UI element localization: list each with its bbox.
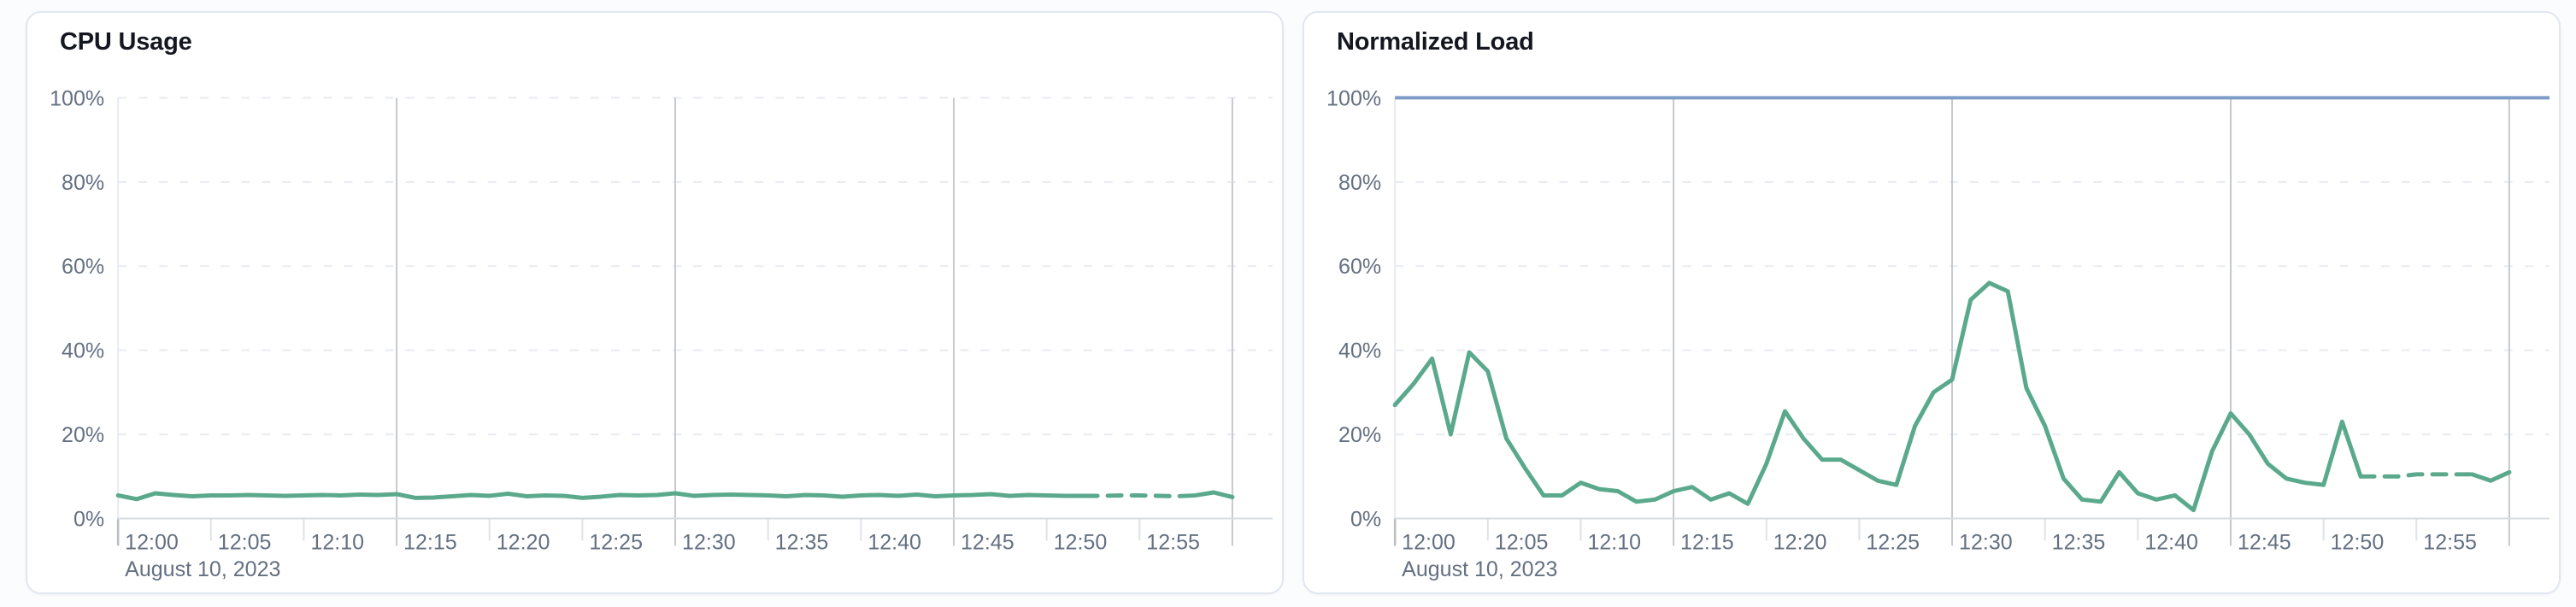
svg-text:12:10: 12:10 <box>310 530 364 554</box>
svg-text:12:55: 12:55 <box>2423 530 2477 554</box>
svg-text:12:00: 12:00 <box>1402 530 1456 554</box>
svg-text:40%: 40% <box>62 339 104 363</box>
x-axis-labels: 12:00 12:05 12:10 12:15 12:20 12:25 12:30 12:35… <box>1402 530 2477 581</box>
normalized-load-title: Normalized Load <box>1337 28 1534 56</box>
normalized-load-panel: Normalized Load 0% 20% 40% 60% 80% 100% 12:00 1… <box>1303 11 2561 594</box>
svg-text:12:25: 12:25 <box>589 530 643 554</box>
cpu-usage-title: CPU Usage <box>60 28 192 56</box>
svg-text:80%: 80% <box>62 171 104 195</box>
svg-text:12:40: 12:40 <box>867 530 921 554</box>
svg-text:12:40: 12:40 <box>2144 530 2198 554</box>
svg-text:12:05: 12:05 <box>1495 530 1549 554</box>
svg-text:12:50: 12:50 <box>1054 530 1108 554</box>
svg-text:80%: 80% <box>1338 171 1381 195</box>
cpu-usage-panel: CPU Usage 0% 20% 40% 60% 80% 100% 12:00 12:05 12… <box>26 11 1284 594</box>
cpu-usage-series-line <box>115 490 1235 502</box>
y-axis-labels: 0% 20% 40% 60% 80% 100% <box>50 86 104 531</box>
svg-text:12:35: 12:35 <box>775 530 829 554</box>
svg-text:12:45: 12:45 <box>961 530 1015 554</box>
svg-text:0%: 0% <box>1350 508 1381 532</box>
svg-text:20%: 20% <box>62 423 104 447</box>
svg-text:12:50: 12:50 <box>2331 530 2385 554</box>
svg-text:12:10: 12:10 <box>1587 530 1641 554</box>
svg-text:12:35: 12:35 <box>2052 530 2106 554</box>
svg-text:12:55: 12:55 <box>1146 530 1200 554</box>
x-axis-labels: 12:00 12:05 12:10 12:15 12:20 12:25 12:30 12:35… <box>125 530 1200 581</box>
normalized-load-series-line <box>1392 280 2512 513</box>
cpu-usage-chart[interactable]: 0%20%40%60%80%100%12:00 12:05 12:10 12:15 12… <box>27 13 1282 592</box>
svg-text:0%: 0% <box>74 508 104 532</box>
svg-text:12:05: 12:05 <box>218 530 272 554</box>
svg-text:12:15: 12:15 <box>1680 530 1734 554</box>
gridlines <box>116 97 1273 546</box>
svg-text:100%: 100% <box>50 86 104 110</box>
svg-text:12:30: 12:30 <box>682 530 736 554</box>
svg-text:20%: 20% <box>1338 423 1381 447</box>
normalized-load-chart[interactable]: 0%20%40%60%80%100%12:00 12:05 12:10 12:15 12… <box>1304 13 2559 592</box>
svg-text:40%: 40% <box>1338 339 1381 363</box>
svg-text:12:15: 12:15 <box>403 530 457 554</box>
svg-text:12:25: 12:25 <box>1866 530 1920 554</box>
svg-text:100%: 100% <box>1326 86 1381 110</box>
svg-text:12:30: 12:30 <box>1959 530 2013 554</box>
svg-text:60%: 60% <box>62 255 104 279</box>
svg-text:12:20: 12:20 <box>497 530 550 554</box>
svg-text:12:00: 12:00 <box>125 530 179 554</box>
svg-text:12:20: 12:20 <box>1773 530 1827 554</box>
gridlines <box>1393 97 2550 546</box>
date-label: August 10, 2023 <box>1402 557 1557 581</box>
date-label: August 10, 2023 <box>125 557 280 581</box>
svg-text:12:45: 12:45 <box>2238 530 2291 554</box>
y-axis-labels: 0% 20% 40% 60% 80% 100% <box>1326 86 1381 531</box>
svg-text:60%: 60% <box>1338 255 1381 279</box>
